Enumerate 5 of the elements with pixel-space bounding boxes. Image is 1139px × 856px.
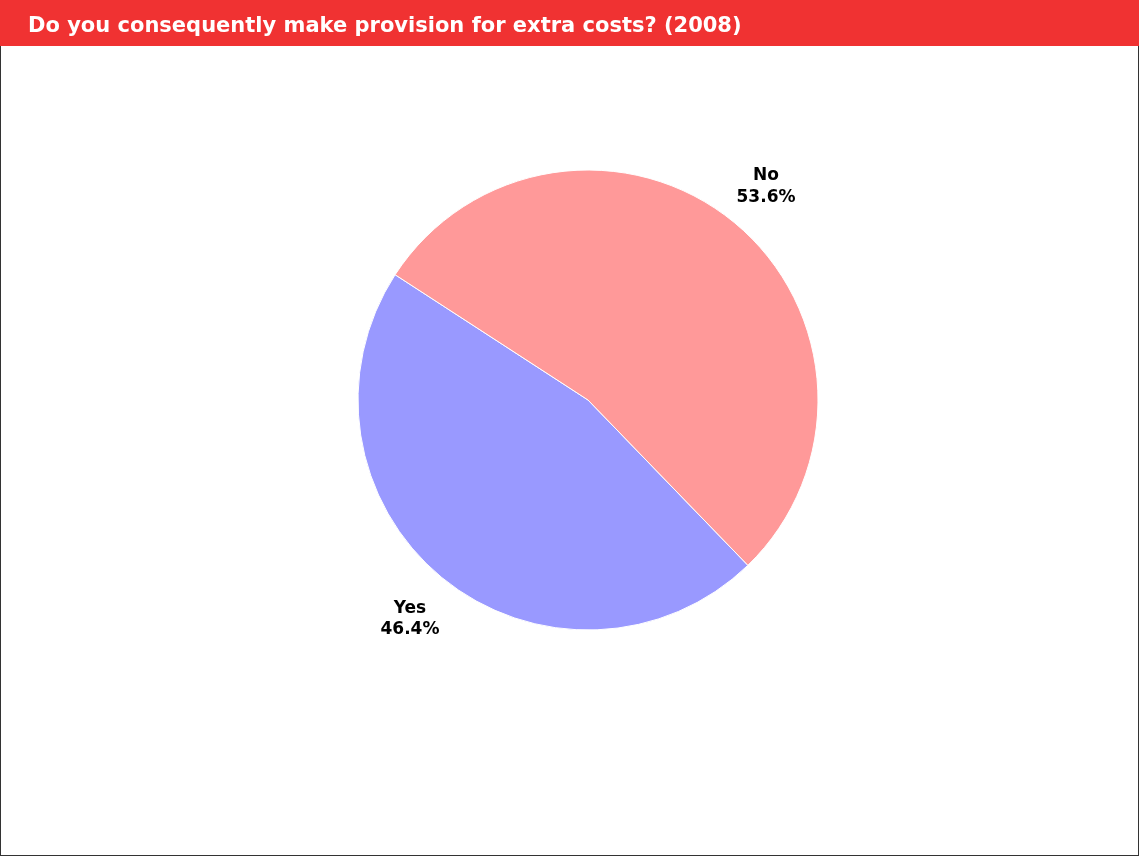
chart-title: Do you consequently make provision for extra costs? (2008) [28,13,742,37]
data-label: 53.6% [736,185,796,206]
slice-label: Yes [392,596,427,617]
data-label: 46.4% [380,617,440,638]
slice-label: No [753,164,779,185]
